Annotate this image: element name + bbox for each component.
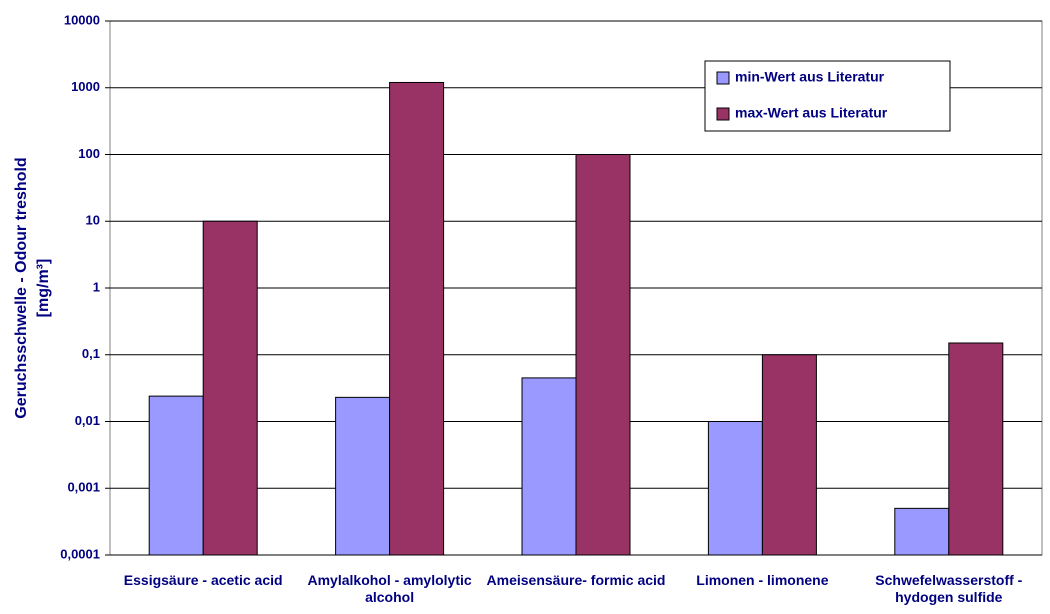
bar (707, 421, 763, 556)
y-tick-label: 0,1 (82, 346, 100, 361)
y-tick-label: 100 (78, 146, 100, 161)
y-tick-label: 0,001 (67, 480, 100, 495)
legend-swatch (716, 107, 730, 121)
legend-label: max-Wert aus Literatur (735, 105, 888, 121)
y-tick-label: 10 (86, 213, 100, 228)
legend-box (704, 60, 951, 132)
y-tick-label: 1000 (71, 79, 100, 94)
y-axis-title: [mg/m³] (35, 259, 52, 318)
x-tick-label: Schwefelwasserstoff - hydogen sulfide (875, 572, 1023, 605)
bar (335, 396, 391, 556)
bar (148, 395, 204, 556)
x-tick-label: Amylalkohol - amylolytic alcohol (307, 572, 472, 605)
bar (761, 354, 817, 556)
y-tick-label: 0,01 (75, 413, 100, 428)
y-tick-label: 10000 (64, 12, 100, 27)
x-tick-label: Limonen - limonene (696, 572, 829, 588)
x-tick-label: Ameisensäure- formic acid (486, 572, 666, 588)
bar (389, 81, 445, 556)
bar (948, 342, 1004, 556)
y-axis-title: Geruchsschwelle - Odour treshold (13, 157, 30, 418)
x-tick-label: Essigsäure - acetic acid (123, 572, 283, 588)
bar (521, 377, 577, 556)
bar (575, 154, 631, 556)
legend-label: min-Wert aus Literatur (735, 69, 885, 85)
y-tick-label: 1 (93, 279, 100, 294)
bar (894, 507, 950, 556)
legend-swatch (716, 71, 730, 85)
bar (202, 220, 258, 556)
y-tick-label: 0,0001 (60, 546, 100, 561)
